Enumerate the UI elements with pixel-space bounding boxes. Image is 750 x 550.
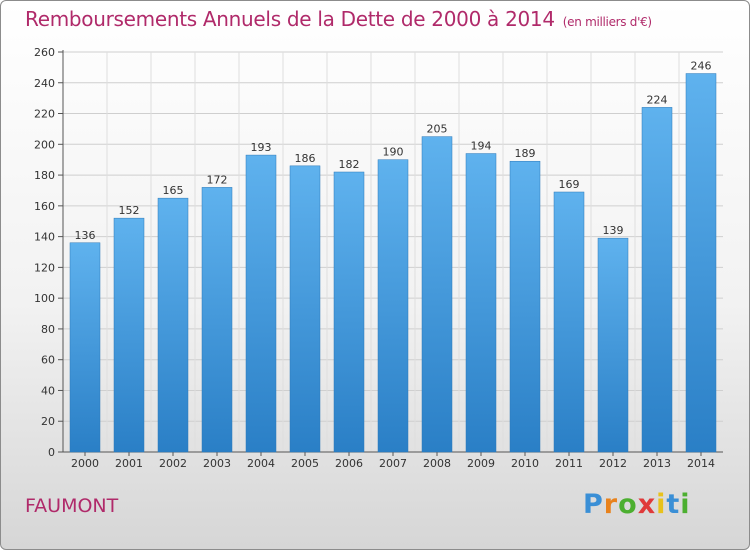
bars (69, 73, 717, 453)
x-tick-label-2006: 2006 (335, 457, 363, 470)
bar-2013 (641, 107, 673, 453)
y-tick-label: 200 (34, 138, 55, 151)
value-label-2006: 182 (339, 158, 360, 171)
x-tick-label-2004: 2004 (247, 457, 275, 470)
chart-title: Remboursements Annuels de la Dette de 20… (25, 7, 652, 31)
bar-2006 (333, 171, 365, 453)
logo-letter: t (666, 489, 681, 520)
bar-2009 (465, 153, 497, 453)
x-tick-label-2010: 2010 (511, 457, 539, 470)
y-tick-label: 180 (34, 169, 55, 182)
bar-2012 (597, 237, 629, 453)
x-tick-label-2013: 2013 (643, 457, 671, 470)
x-tick-label-2009: 2009 (467, 457, 495, 470)
value-label-2010: 189 (515, 147, 536, 160)
logo-letter: i (656, 489, 667, 520)
y-tick-label: 0 (48, 446, 55, 459)
value-label-2011: 169 (559, 178, 580, 191)
bar-2000 (69, 242, 101, 453)
x-tick-label-2014: 2014 (687, 457, 715, 470)
y-tick-label: 100 (34, 292, 55, 305)
x-tick-label-2012: 2012 (599, 457, 627, 470)
value-label-2012: 139 (603, 224, 624, 237)
bar-2014 (685, 73, 717, 453)
title-text: Remboursements Annuels de la Dette de 20… (25, 7, 555, 31)
logo-letter: x (637, 489, 657, 520)
y-tick-label: 140 (34, 231, 55, 244)
bar-2003 (201, 187, 233, 453)
value-label-2005: 186 (295, 152, 316, 165)
bar-2002 (157, 197, 189, 453)
logo-letter: o (618, 489, 638, 520)
x-tick-label-2002: 2002 (159, 457, 187, 470)
value-label-2009: 194 (471, 140, 492, 153)
value-label-2002: 165 (163, 184, 184, 197)
bar-2007 (377, 159, 409, 453)
value-label-2000: 136 (75, 229, 96, 242)
bar-2004 (245, 154, 277, 453)
x-tick-label-2007: 2007 (379, 457, 407, 470)
value-label-2007: 190 (383, 146, 404, 159)
y-tick-label: 260 (34, 46, 55, 59)
x-tick-label-2005: 2005 (291, 457, 319, 470)
y-tick-label: 120 (34, 261, 55, 274)
y-tick-label: 60 (41, 354, 55, 367)
bar-2008 (421, 136, 453, 453)
x-tick-label-2003: 2003 (203, 457, 231, 470)
logo-letter: r (603, 489, 619, 520)
proxiti-logo: Proxiti (583, 489, 691, 520)
bar-2011 (553, 191, 585, 453)
value-label-2008: 205 (427, 123, 448, 136)
logo-letter: P (583, 489, 604, 520)
value-label-2001: 152 (119, 204, 140, 217)
y-tick-label: 240 (34, 77, 55, 90)
town-name: FAUMONT (25, 495, 119, 517)
y-tick-label: 20 (41, 415, 55, 428)
y-tick-label: 160 (34, 200, 55, 213)
value-label-2003: 172 (207, 173, 228, 186)
bar-2010 (509, 160, 541, 453)
chart-subtitle: (en milliers d'€) (562, 15, 652, 29)
y-tick-label: 40 (41, 384, 55, 397)
x-tick-label-2008: 2008 (423, 457, 451, 470)
value-label-2004: 193 (251, 141, 272, 154)
x-tick-label-2011: 2011 (555, 457, 583, 470)
bar-2001 (113, 217, 145, 453)
x-tick-label-2000: 2000 (71, 457, 99, 470)
x-tick-label-2001: 2001 (115, 457, 143, 470)
labels: 0 20 40 60 80 100 120 140 160 180 200 220 240 260 136 2… (34, 46, 715, 470)
bar-2005 (289, 165, 321, 453)
value-label-2014: 246 (691, 60, 712, 73)
y-tick-label: 80 (41, 323, 55, 336)
value-label-2013: 224 (647, 93, 668, 106)
y-tick-label: 220 (34, 108, 55, 121)
logo-letter: i (680, 489, 691, 520)
